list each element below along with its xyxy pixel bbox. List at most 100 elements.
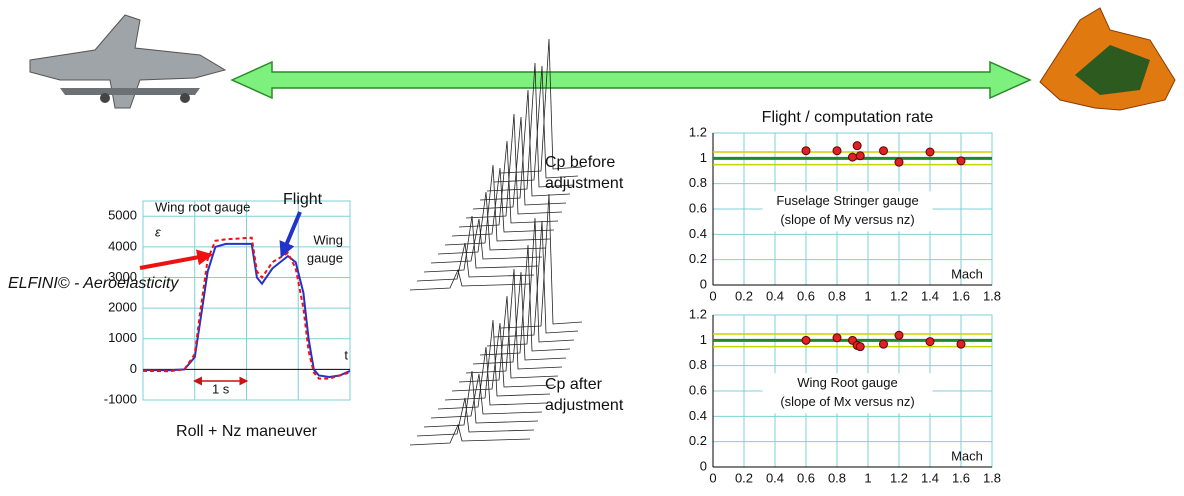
y-tick-label: 1: [700, 150, 707, 165]
x-tick-label: 1.4: [921, 288, 939, 303]
note: Wing Root gauge: [797, 375, 897, 390]
data-point: [801, 146, 811, 156]
data-point: [879, 146, 888, 156]
y-tick-label: 0.8: [689, 357, 707, 372]
x-tick-label: 1.2: [890, 470, 908, 485]
duration-label: 1 s: [212, 381, 230, 396]
y-tick-label: 0.6: [689, 200, 707, 215]
cp-trace: [479, 244, 571, 356]
y-tick-label: 5000: [108, 208, 137, 223]
time-label: t: [344, 347, 348, 362]
cp-trace: [500, 38, 583, 174]
cp-trace: [472, 271, 567, 365]
data-point: [848, 152, 857, 162]
y-tick-label: 0.2: [689, 251, 707, 266]
cp-trace: [465, 268, 563, 374]
gauge-label: gauge: [307, 250, 343, 265]
y-tick-label: 1: [700, 332, 707, 347]
data-point: [956, 339, 966, 349]
x-tick-label: 1.6: [952, 288, 970, 303]
y-tick-label: 0.8: [689, 175, 707, 190]
cp-trace: [493, 220, 579, 338]
y-tick-label: 1.2: [689, 306, 707, 321]
series-annotation: ELFINI© - Aeroelasticity: [8, 275, 179, 292]
x-tick-label: 0.6: [797, 470, 815, 485]
x-tick-label: 1: [864, 470, 871, 485]
x-tick-label: 1.8: [983, 288, 1001, 303]
x-tick-label: 1: [864, 288, 871, 303]
y-tick-label: 0.2: [689, 433, 707, 448]
data-point: [894, 330, 904, 340]
cp-trace: [444, 319, 551, 401]
cp-trace: [409, 268, 531, 291]
x-axis-label: Mach: [951, 266, 983, 281]
cp-trace: [437, 191, 547, 255]
y-tick-label: 4000: [108, 238, 137, 253]
x-axis-label: Mach: [951, 448, 983, 463]
series-line: [142, 242, 351, 379]
double-arrow: [230, 60, 1032, 100]
data-point: [925, 147, 935, 157]
y-tick-label: 0: [700, 458, 707, 473]
cp-trace: [423, 215, 539, 273]
data-point: [925, 337, 935, 347]
cp-trace: [486, 217, 575, 347]
y-tick-label: 2000: [108, 300, 137, 315]
series-annotation: Flight: [283, 191, 323, 208]
y-tick-label: 0.4: [689, 408, 707, 423]
y-tick-label: 0: [700, 276, 707, 291]
x-tick-label: 0: [709, 470, 716, 485]
jet-right: [1039, 7, 1176, 111]
cp-before-sketch: [409, 38, 583, 291]
x-tick-label: 1.4: [921, 470, 939, 485]
caption: Roll + Nz maneuver: [176, 423, 318, 440]
y-tick-label: 3000: [108, 269, 137, 284]
cp-trace: [486, 62, 575, 192]
x-tick-label: 0.8: [828, 470, 846, 485]
symbol: ε: [155, 224, 161, 239]
cp-trace: [423, 370, 539, 428]
note-box: [762, 191, 933, 232]
cp-trace: [458, 140, 559, 228]
y-tick-label: -1000: [104, 391, 137, 406]
x-tick-label: 0.8: [828, 288, 846, 303]
gauge-label: Wing: [313, 232, 343, 247]
x-tick-label: 0: [709, 288, 716, 303]
x-tick-label: 0.4: [766, 470, 784, 485]
data-point: [956, 156, 966, 166]
cp-trace: [437, 346, 547, 410]
x-tick-label: 1.8: [983, 470, 1001, 485]
x-tick-label: 0.6: [797, 288, 815, 303]
note: (slope of My versus nz): [780, 212, 914, 227]
x-tick-label: 0.4: [766, 288, 784, 303]
data-point: [852, 141, 862, 151]
annotation-arrow: [139, 249, 214, 270]
cp-trace: [451, 322, 555, 392]
annotation-arrow: [279, 211, 302, 258]
cp-trace: [444, 164, 551, 246]
series-line: [142, 236, 351, 380]
chart-title: Flight / computation rate: [762, 109, 934, 126]
chart-title: Wing root gauge: [155, 199, 250, 214]
data-point: [855, 151, 865, 161]
x-tick-label: 0.2: [735, 470, 753, 485]
x-tick-label: 0.2: [735, 288, 753, 303]
y-tick-label: 1000: [108, 330, 137, 345]
note: (slope of Mx versus nz): [780, 394, 914, 409]
y-tick-label: 0: [130, 361, 137, 376]
cp-label: Cp before: [545, 154, 615, 171]
cp-trace: [430, 373, 543, 419]
cp-trace: [409, 423, 531, 446]
data-point: [832, 146, 842, 156]
jet-left: [29, 14, 227, 109]
cp-after-sketch: [409, 193, 583, 446]
data-point: [832, 333, 842, 343]
note-box: [762, 373, 933, 414]
cp-trace: [479, 89, 571, 201]
cp-label: adjustment: [545, 397, 624, 414]
y-tick-label: 0.4: [689, 226, 707, 241]
x-tick-label: 1.2: [890, 288, 908, 303]
note: Fuselage Stringer gauge: [776, 193, 918, 208]
x-tick-label: 1.6: [952, 470, 970, 485]
